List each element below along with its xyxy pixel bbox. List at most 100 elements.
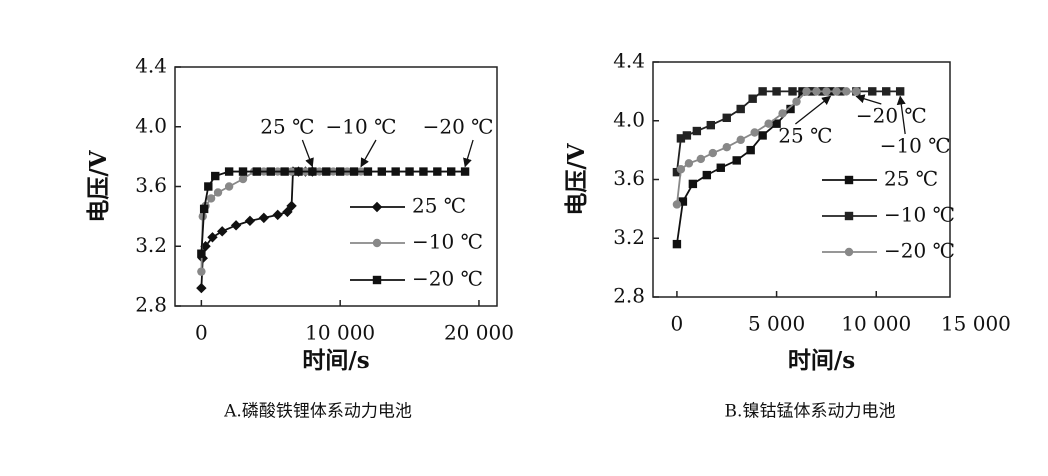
marker (258, 212, 270, 224)
annotation-arrow (795, 95, 832, 125)
marker (676, 134, 686, 143)
y-tick-label: 2.8 (135, 293, 167, 317)
marker (244, 215, 256, 227)
annotation-arrow (855, 94, 882, 105)
x-tick-label: 0 (671, 312, 684, 336)
marker (672, 239, 682, 249)
marker (672, 167, 682, 177)
marker (696, 154, 706, 164)
marker (196, 282, 207, 294)
marker (405, 167, 414, 176)
x-axis-label: 时间/s (302, 347, 369, 374)
marker (722, 113, 731, 123)
marker (200, 241, 211, 252)
series-line (200, 170, 466, 254)
marker (363, 167, 373, 176)
marker (224, 167, 234, 176)
marker (391, 167, 400, 176)
marker (758, 131, 767, 140)
annotation: −20 ℃ (856, 104, 927, 128)
annotation-arrow (896, 95, 906, 135)
annotation: −10 ℃ (880, 134, 951, 158)
x-tick-label: 10 000 (841, 312, 911, 336)
y-tick-label: 3.6 (613, 166, 645, 190)
marker (377, 167, 387, 176)
marker (684, 159, 694, 168)
marker (224, 182, 234, 191)
marker (736, 135, 745, 145)
marker (676, 165, 686, 174)
marker (706, 120, 716, 130)
marker (736, 104, 745, 114)
y-axis-label: 电压/V (563, 142, 590, 215)
x-tick-label: 0 (195, 321, 208, 345)
marker (692, 126, 702, 136)
x-axis-label: 时间/s (788, 347, 855, 374)
marker (286, 200, 297, 212)
marker (750, 128, 759, 137)
marker (758, 87, 767, 96)
chart: 2.8 3.2 3.6 4.0 4.4 0 5 000 10 000 15 000 电压/V 时间/… (563, 49, 1011, 422)
marker (716, 163, 725, 172)
marker (207, 232, 218, 243)
marker (895, 87, 905, 96)
marker (868, 87, 877, 96)
y-tick-label: 4.4 (613, 49, 645, 73)
marker (746, 145, 755, 155)
marker (213, 188, 223, 197)
legend-label: −10 ℃ (884, 203, 955, 227)
y-axis-label: 电压/V (85, 149, 112, 222)
y-tick-label: 4.4 (135, 54, 167, 78)
annotation: 25 ℃ (260, 115, 314, 139)
marker (206, 194, 216, 203)
legend-label: −20 ℃ (412, 267, 483, 291)
marker (832, 87, 841, 96)
y-tick-label: 3.6 (135, 173, 167, 197)
marker (335, 167, 345, 176)
marker (211, 171, 220, 181)
marker (252, 167, 262, 176)
marker (672, 200, 682, 209)
marker (349, 167, 359, 176)
marker (419, 167, 428, 176)
series-line (676, 90, 857, 205)
x-tick-label: 15 000 (941, 312, 1011, 336)
annotation: −20 ℃ (423, 115, 494, 139)
marker (682, 131, 692, 140)
y-tick-label: 3.2 (135, 233, 167, 257)
marker (372, 275, 382, 285)
marker (199, 204, 209, 214)
annotation-arrow (301, 139, 314, 168)
annotation: −10 ℃ (326, 115, 397, 139)
annotation-arrow (360, 139, 377, 168)
marker (732, 156, 741, 165)
marker (792, 97, 801, 106)
marker (786, 104, 795, 114)
y-tick-label: 4.0 (135, 113, 167, 137)
marker (372, 238, 382, 248)
marker (802, 87, 811, 96)
x-tick-label: 10 000 (305, 321, 375, 345)
marker (230, 220, 242, 231)
chart: 2.8 3.2 3.6 4.0 4.4 0 10 000 20 000 电压/V 时间/s A.磷酸… (85, 54, 514, 422)
annotation-arrow (463, 139, 474, 168)
y-tick-label: 2.8 (613, 284, 645, 308)
marker (722, 142, 731, 152)
marker (197, 249, 206, 258)
y-tick-label: 3.2 (613, 225, 645, 249)
marker (678, 197, 688, 206)
marker (852, 87, 861, 96)
marker (446, 167, 456, 176)
marker (688, 179, 698, 189)
marker (238, 174, 248, 184)
caption: A.磷酸铁锂体系动力电池 (223, 402, 412, 422)
marker (844, 175, 854, 185)
legend-label: −20 ℃ (884, 239, 955, 263)
legend-label: 25 ℃ (884, 167, 938, 191)
marker (371, 201, 383, 213)
legend-label: 25 ℃ (412, 194, 466, 218)
marker (238, 167, 248, 176)
annotation: 25 ℃ (778, 124, 832, 148)
legend-label: −10 ℃ (412, 230, 483, 254)
